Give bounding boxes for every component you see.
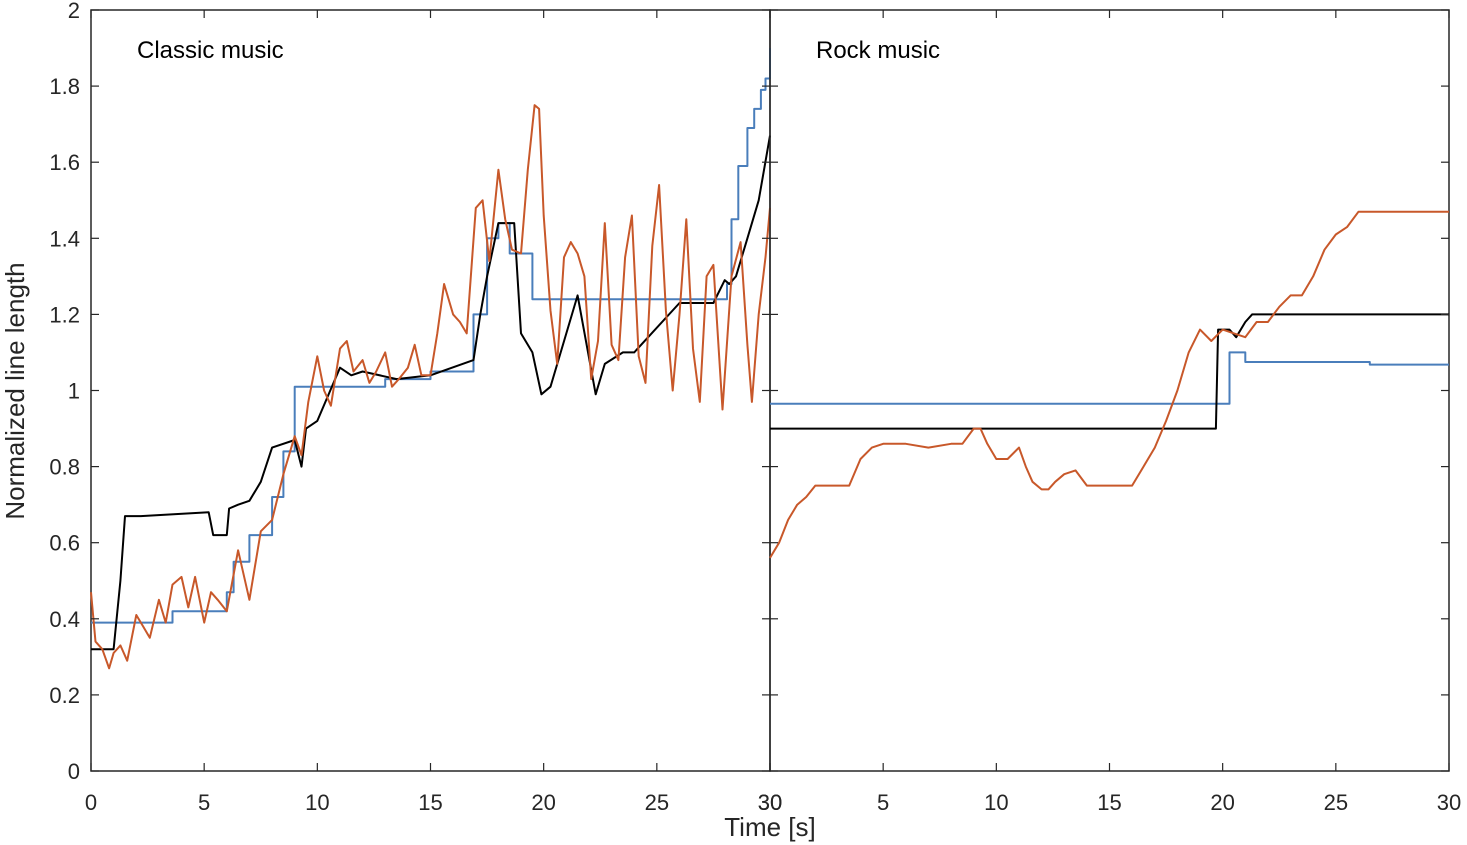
y-axis-title: Normalized line length bbox=[0, 262, 30, 519]
right-series-group bbox=[769, 210, 1449, 559]
x-tick-label: 15 bbox=[418, 790, 442, 815]
y-tick-label: 1.4 bbox=[49, 226, 80, 251]
y-tick-label: 0.2 bbox=[49, 683, 80, 708]
x-tick-label: 25 bbox=[1324, 790, 1348, 815]
x-tick-label: 20 bbox=[1210, 790, 1234, 815]
left-plot-frame bbox=[90, 9, 771, 772]
y-tick-label: 0 bbox=[68, 759, 80, 784]
x-tick-label: 30 bbox=[758, 790, 782, 815]
left-panel-title: Classic music bbox=[137, 37, 284, 64]
y-tick-label: 2 bbox=[68, 0, 80, 23]
x-tick-label: 25 bbox=[645, 790, 669, 815]
y-tick-label: 1 bbox=[68, 379, 80, 404]
x-axis-title: Time [s] bbox=[724, 812, 815, 842]
y-tick-label: 0.6 bbox=[49, 531, 80, 556]
right-panel-title: Rock music bbox=[816, 37, 940, 64]
x-tick-label: 30 bbox=[1437, 790, 1461, 815]
x-tick-label: 30 bbox=[758, 790, 782, 815]
x-tick-label: 0 bbox=[85, 790, 97, 815]
x-tick-label: 10 bbox=[305, 790, 329, 815]
x-tick-label: 10 bbox=[984, 790, 1008, 815]
left-series-line-black bbox=[91, 135, 771, 651]
y-tick-label: 1.8 bbox=[49, 74, 80, 99]
x-tick-label: 5 bbox=[198, 790, 210, 815]
y-tick-label: 1.6 bbox=[49, 150, 80, 175]
right-series-line-blue bbox=[770, 351, 1449, 405]
x-tick-label: 20 bbox=[531, 790, 555, 815]
y-tick-label: 1.2 bbox=[49, 302, 80, 327]
x-tick-label: 5 bbox=[877, 790, 889, 815]
right-panel: Rock music 30 5 10 15 20 25 30 bbox=[758, 9, 1461, 815]
x-tick-label: 15 bbox=[1097, 790, 1121, 815]
y-axis-ticks: 0 0.2 0.4 0.6 0.8 1 1.2 1.4 1.6 1.8 2 bbox=[49, 0, 1449, 784]
y-tick-label: 0.8 bbox=[49, 455, 80, 480]
left-panel: Classic music 0 5 10 15 20 25 30 bbox=[85, 9, 782, 815]
left-series-line-orange bbox=[90, 104, 771, 670]
right-series-line-orange bbox=[769, 210, 1449, 559]
y-tick-label: 0.4 bbox=[49, 607, 80, 632]
right-x-ticks: 30 5 10 15 20 25 30 bbox=[758, 10, 1461, 815]
left-x-ticks: 0 5 10 15 20 25 30 bbox=[85, 10, 782, 815]
right-plot-frame bbox=[769, 9, 1450, 772]
right-series-line-black bbox=[770, 313, 1449, 430]
left-series-group bbox=[90, 48, 771, 670]
